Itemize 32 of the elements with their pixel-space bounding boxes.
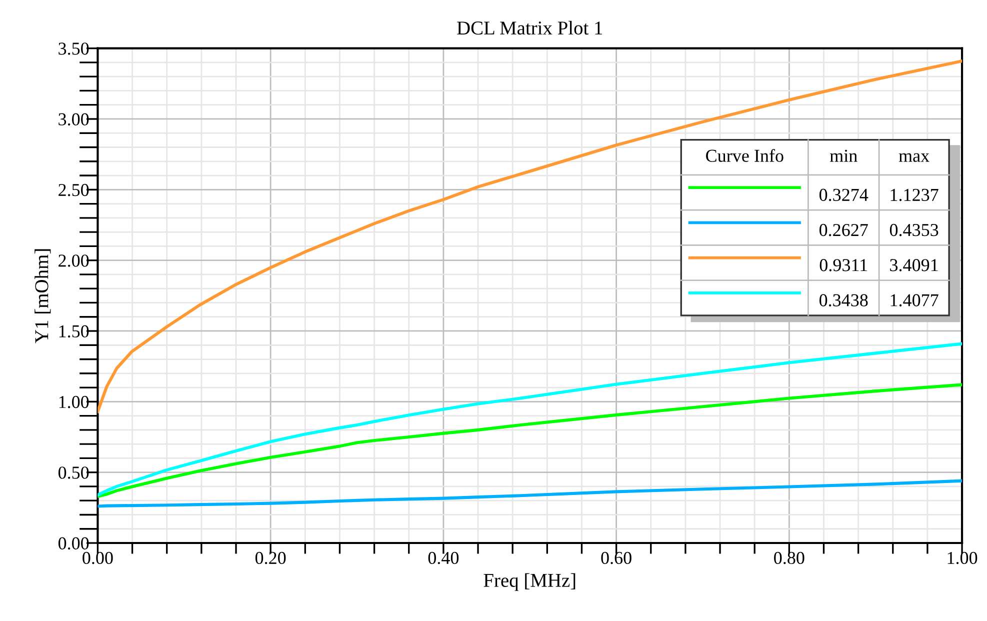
- x-tick-label: 0.20: [255, 552, 286, 564]
- line-series: [98, 342, 962, 496]
- y-tick-label: 2.50: [58, 184, 89, 196]
- y-tick-label: 0.00: [58, 537, 89, 550]
- y-tick-label: 0.50: [58, 466, 89, 479]
- y-tick-label: 3.00: [58, 113, 89, 126]
- y-tick-label: 1.00: [59, 396, 89, 408]
- annotation: max: [898, 153, 930, 162]
- annotation: 0.4353: [890, 224, 938, 236]
- legend-title: Curve Info: [706, 149, 784, 162]
- x-axis-title: Freq [MHz]: [484, 573, 576, 591]
- chart-title: DCL Matrix Plot 1: [457, 20, 602, 35]
- annotation: 1.1237: [890, 188, 938, 202]
- annotation: 0.2627: [819, 224, 868, 236]
- x-tick-label: 0.00: [82, 552, 113, 564]
- line-series: [98, 60, 962, 414]
- x-tick-label: 0.40: [428, 552, 459, 564]
- y-axis-title: Y1 [mOhm]: [34, 249, 51, 344]
- y-tick-label: 2.00: [58, 254, 89, 267]
- annotation: 1.4077: [890, 294, 938, 306]
- annotation: min: [830, 150, 858, 162]
- annotation: 0.9311: [820, 259, 868, 272]
- annotation: 3.4091: [890, 259, 938, 272]
- line-series: [98, 383, 962, 498]
- x-tick-label: 0.80: [774, 552, 804, 564]
- x-tick-label: 1.00: [948, 552, 978, 564]
- annotation: 0.3274: [819, 188, 868, 202]
- y-tick-label: 1.50: [59, 325, 89, 338]
- line-series: [98, 479, 962, 508]
- x-tick-label: 0.60: [601, 552, 632, 564]
- y-tick-label: 3.50: [58, 42, 89, 55]
- annotation: 0.3438: [819, 294, 868, 306]
